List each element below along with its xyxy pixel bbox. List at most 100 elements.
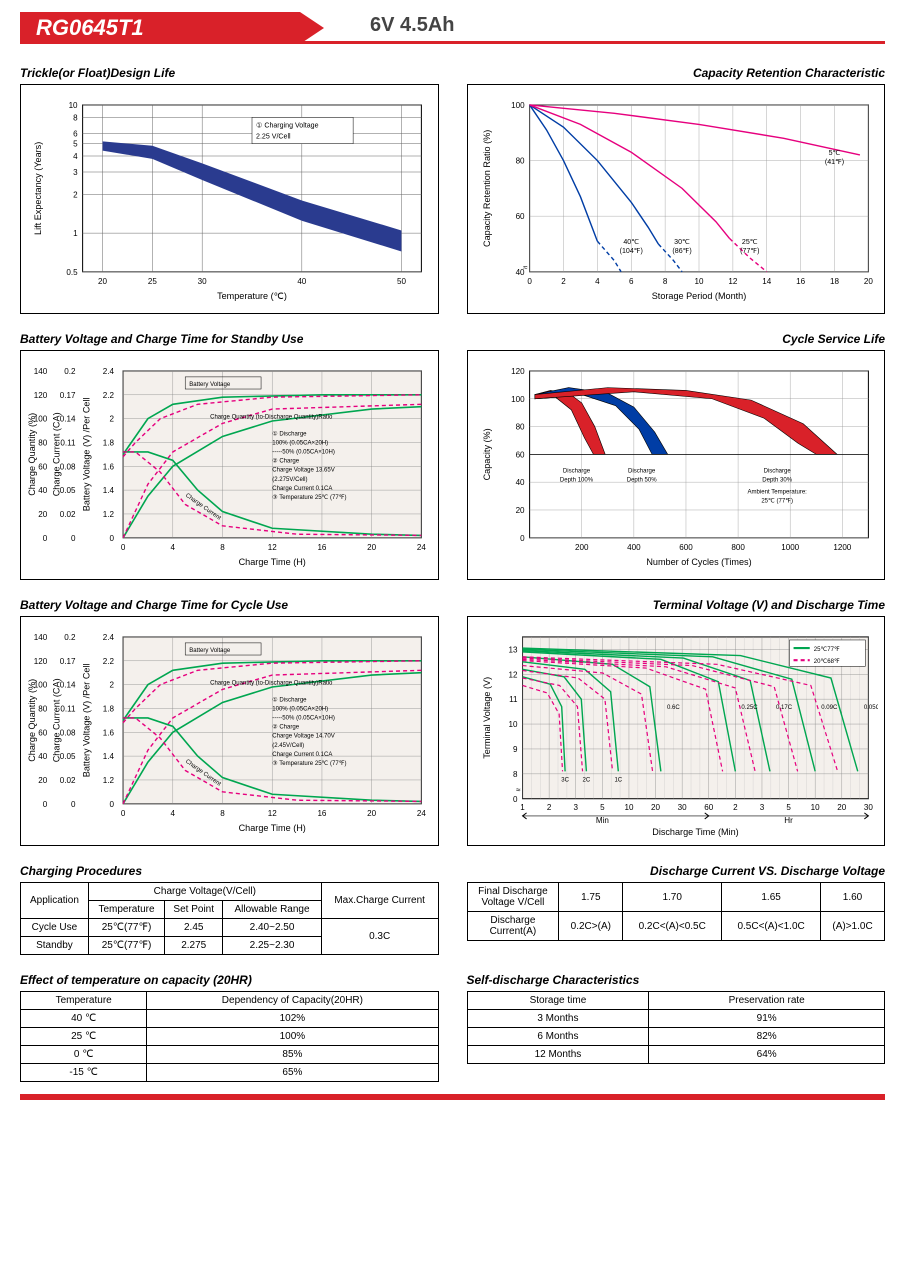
svg-text:0: 0 bbox=[109, 534, 114, 543]
discharge-iv-table: Final Discharge Voltage V/Cell 1.75 1.70… bbox=[467, 882, 886, 941]
svg-text:25: 25 bbox=[148, 277, 157, 286]
svg-text:1.4: 1.4 bbox=[103, 752, 115, 761]
svg-text:Lift Expectancy (Years): Lift Expectancy (Years) bbox=[33, 142, 43, 235]
svg-text:30: 30 bbox=[863, 803, 872, 812]
svg-text:1.6: 1.6 bbox=[103, 728, 115, 737]
svg-text:600: 600 bbox=[679, 543, 693, 552]
svg-text:16: 16 bbox=[317, 809, 326, 818]
cell: 0.5C<(A)<1.0C bbox=[722, 912, 821, 941]
svg-text:0.11: 0.11 bbox=[60, 704, 76, 713]
cell: 25℃(77℉) bbox=[88, 937, 164, 955]
charging-table-wrap: Charging Procedures Application Charge V… bbox=[20, 858, 439, 955]
svg-text:20: 20 bbox=[863, 277, 872, 286]
svg-text:Capacity Retention Ratio (%): Capacity Retention Ratio (%) bbox=[482, 130, 492, 247]
cell: 65% bbox=[147, 1064, 438, 1082]
panel-retention: Capacity Retention Characteristic 024681… bbox=[467, 66, 886, 314]
svg-text:24: 24 bbox=[417, 543, 426, 552]
svg-text:80: 80 bbox=[515, 157, 524, 166]
svg-text:0.2: 0.2 bbox=[64, 367, 76, 376]
svg-text:60: 60 bbox=[38, 728, 47, 737]
panel-standby: Battery Voltage and Charge Time for Stan… bbox=[20, 332, 439, 580]
svg-text:20: 20 bbox=[515, 506, 524, 515]
th-temp: Temperature bbox=[88, 901, 164, 919]
svg-text:20: 20 bbox=[38, 776, 47, 785]
th-application: Application bbox=[21, 883, 89, 919]
svg-text:200: 200 bbox=[574, 543, 588, 552]
cell: 3 Months bbox=[467, 1010, 649, 1028]
svg-text:2: 2 bbox=[733, 803, 738, 812]
svg-text:Depth 100%: Depth 100% bbox=[559, 478, 593, 484]
svg-text:0: 0 bbox=[121, 543, 126, 552]
svg-text:0: 0 bbox=[512, 795, 517, 804]
discharge-iv-title: Discharge Current VS. Discharge Voltage bbox=[467, 864, 886, 878]
svg-text:2C: 2C bbox=[582, 777, 590, 783]
svg-text:2.2: 2.2 bbox=[103, 657, 115, 666]
svg-text:Hr: Hr bbox=[784, 816, 793, 825]
svg-text:0.05C: 0.05C bbox=[863, 705, 878, 711]
svg-text:Storage Period (Month): Storage Period (Month) bbox=[651, 291, 746, 301]
cell: Discharge Current(A) bbox=[467, 912, 559, 941]
svg-text:4: 4 bbox=[73, 152, 78, 161]
svg-text:Ambient Temperature:: Ambient Temperature: bbox=[747, 489, 807, 495]
svg-text:60: 60 bbox=[515, 450, 524, 459]
cell: 82% bbox=[649, 1028, 885, 1046]
model-banner: RG0645T1 bbox=[20, 12, 300, 44]
svg-text:80: 80 bbox=[38, 438, 47, 447]
svg-text:0.02: 0.02 bbox=[60, 776, 76, 785]
cell: 1.65 bbox=[722, 883, 821, 912]
th: Preservation rate bbox=[649, 992, 885, 1010]
svg-text:6: 6 bbox=[73, 129, 78, 138]
svg-text:-----50% (0.05CA×10H): -----50% (0.05CA×10H) bbox=[272, 715, 335, 721]
th-range: Allowable Range bbox=[223, 901, 321, 919]
charging-table: Application Charge Voltage(V/Cell) Max.C… bbox=[20, 882, 439, 955]
svg-text:1.8: 1.8 bbox=[103, 438, 115, 447]
th-max: Max.Charge Current bbox=[321, 883, 438, 919]
svg-text:60: 60 bbox=[38, 462, 47, 471]
svg-text:Battery Voltage (V) /Per Cell: Battery Voltage (V) /Per Cell bbox=[82, 663, 92, 777]
svg-text:(86℉): (86℉) bbox=[672, 248, 691, 255]
svg-text:400: 400 bbox=[627, 543, 641, 552]
svg-text:(104℉): (104℉) bbox=[619, 248, 642, 255]
svg-text:0.2: 0.2 bbox=[64, 633, 76, 642]
svg-text:(77℉): (77℉) bbox=[740, 248, 759, 255]
header: RG0645T1 6V 4.5Ah bbox=[20, 12, 885, 50]
standby-title: Battery Voltage and Charge Time for Stan… bbox=[20, 332, 439, 346]
svg-text:0.14: 0.14 bbox=[60, 681, 76, 690]
cell: 1.60 bbox=[821, 883, 885, 912]
svg-text:40: 40 bbox=[38, 486, 47, 495]
svg-text:0.11: 0.11 bbox=[60, 438, 76, 447]
svg-text:Charge Time (H): Charge Time (H) bbox=[239, 557, 306, 567]
svg-text:0: 0 bbox=[109, 800, 114, 809]
svg-text:120: 120 bbox=[34, 391, 48, 400]
svg-text:Charge Current 0.1CA: Charge Current 0.1CA bbox=[272, 486, 333, 492]
svg-text:5: 5 bbox=[786, 803, 791, 812]
svg-text:1: 1 bbox=[520, 803, 525, 812]
svg-text:0: 0 bbox=[43, 800, 48, 809]
discharge-title: Terminal Voltage (V) and Discharge Time bbox=[467, 598, 886, 612]
model-number: RG0645T1 bbox=[36, 15, 144, 41]
svg-text:0: 0 bbox=[520, 534, 525, 543]
cycle-charge-title: Battery Voltage and Charge Time for Cycl… bbox=[20, 598, 439, 612]
svg-text:0.14: 0.14 bbox=[60, 415, 76, 424]
svg-text:3: 3 bbox=[573, 803, 578, 812]
cell: 40 ℃ bbox=[21, 1010, 147, 1028]
svg-text:12: 12 bbox=[508, 670, 517, 679]
svg-text:25℃: 25℃ bbox=[741, 239, 757, 246]
svg-text:(41℉): (41℉) bbox=[824, 159, 843, 166]
svg-text:25℃77℉: 25℃77℉ bbox=[813, 647, 839, 653]
cell: 0.2C<(A)<0.5C bbox=[623, 912, 722, 941]
svg-text:30: 30 bbox=[198, 277, 207, 286]
svg-text:1.6: 1.6 bbox=[103, 462, 115, 471]
cell: Cycle Use bbox=[21, 919, 89, 937]
svg-text:18: 18 bbox=[830, 277, 839, 286]
cell: -15 ℃ bbox=[21, 1064, 147, 1082]
svg-text:0: 0 bbox=[71, 534, 76, 543]
svg-text:80: 80 bbox=[38, 704, 47, 713]
svg-text:12: 12 bbox=[728, 277, 737, 286]
discharge-chart: 89101112130≈123510203060235102030MinHr3C… bbox=[467, 616, 886, 846]
svg-text:20℃68℉: 20℃68℉ bbox=[813, 659, 839, 665]
svg-text:140: 140 bbox=[34, 367, 48, 376]
svg-text:4: 4 bbox=[171, 543, 176, 552]
svg-text:Temperature (℃): Temperature (℃) bbox=[217, 291, 287, 301]
th-cv: Charge Voltage(V/Cell) bbox=[88, 883, 321, 901]
